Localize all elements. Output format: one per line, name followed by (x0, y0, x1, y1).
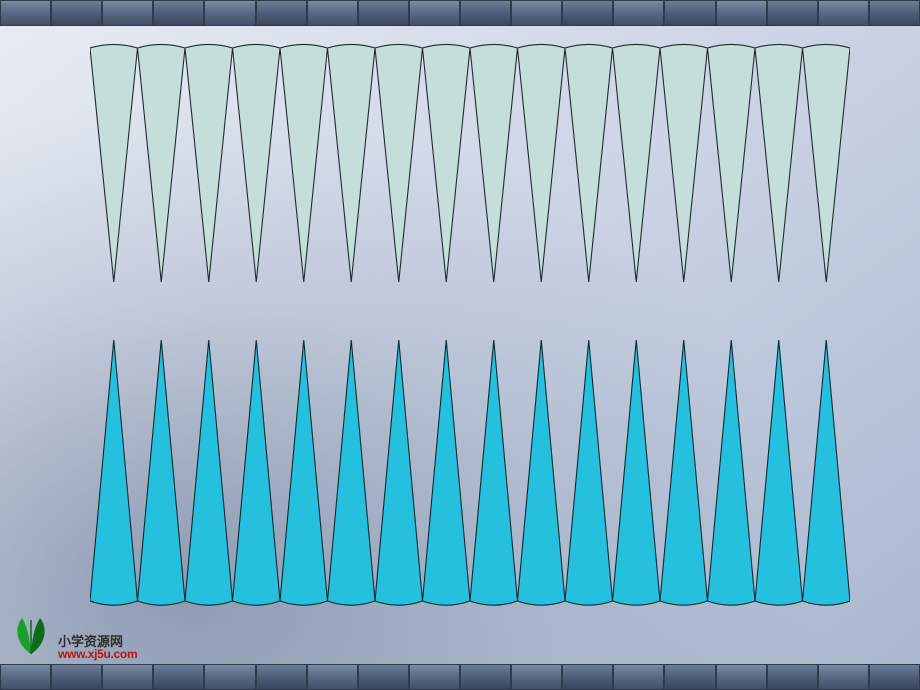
brick (204, 664, 255, 690)
cone (280, 340, 328, 605)
cone (375, 340, 423, 605)
cone (518, 44, 566, 282)
brick (409, 0, 460, 26)
brick (460, 0, 511, 26)
brick (511, 0, 562, 26)
brick (511, 664, 562, 690)
top-brick-border (0, 0, 920, 26)
cone (755, 340, 803, 605)
cone (613, 340, 661, 605)
brick (102, 664, 153, 690)
brick (869, 664, 920, 690)
cone (660, 340, 708, 605)
cone-row-top (90, 42, 850, 282)
cone (613, 44, 661, 282)
leaf-icon (8, 614, 54, 660)
brick (358, 664, 409, 690)
brick (307, 0, 358, 26)
cone (470, 340, 518, 605)
brick (664, 0, 715, 26)
cone (423, 44, 471, 282)
cone (803, 44, 851, 282)
bottom-brick-border (0, 664, 920, 690)
cone (755, 44, 803, 282)
brick (204, 0, 255, 26)
brick (613, 0, 664, 26)
brick (818, 0, 869, 26)
cone (518, 340, 566, 605)
brick (0, 0, 51, 26)
brick (664, 664, 715, 690)
brick (562, 0, 613, 26)
cone (185, 44, 233, 282)
brick (256, 0, 307, 26)
cone (565, 44, 613, 282)
brick (409, 664, 460, 690)
cone (708, 340, 756, 605)
brick (307, 664, 358, 690)
logo-url: www.xj5u.com (58, 648, 137, 660)
cone (803, 340, 851, 605)
cone (470, 44, 518, 282)
brick (562, 664, 613, 690)
cone (328, 44, 376, 282)
cone (233, 340, 281, 605)
brick (460, 664, 511, 690)
brick (153, 664, 204, 690)
brick (153, 0, 204, 26)
cone (328, 340, 376, 605)
brick (102, 0, 153, 26)
brick (51, 0, 102, 26)
brick (716, 0, 767, 26)
cone-row-bottom (90, 340, 850, 608)
brick (767, 0, 818, 26)
brick (716, 664, 767, 690)
cone (138, 340, 186, 605)
cone (280, 44, 328, 282)
cone (565, 340, 613, 605)
cone (708, 44, 756, 282)
site-logo: 小学资源网 www.xj5u.com (8, 614, 137, 660)
cone (423, 340, 471, 605)
brick (818, 664, 869, 690)
cone (138, 44, 186, 282)
brick (613, 664, 664, 690)
brick (869, 0, 920, 26)
cone (233, 44, 281, 282)
cone (375, 44, 423, 282)
brick (358, 0, 409, 26)
brick (51, 664, 102, 690)
brick (767, 664, 818, 690)
cone (90, 44, 138, 282)
brick (0, 664, 51, 690)
cone (185, 340, 233, 605)
brick (256, 664, 307, 690)
cone (90, 340, 138, 605)
cone (660, 44, 708, 282)
